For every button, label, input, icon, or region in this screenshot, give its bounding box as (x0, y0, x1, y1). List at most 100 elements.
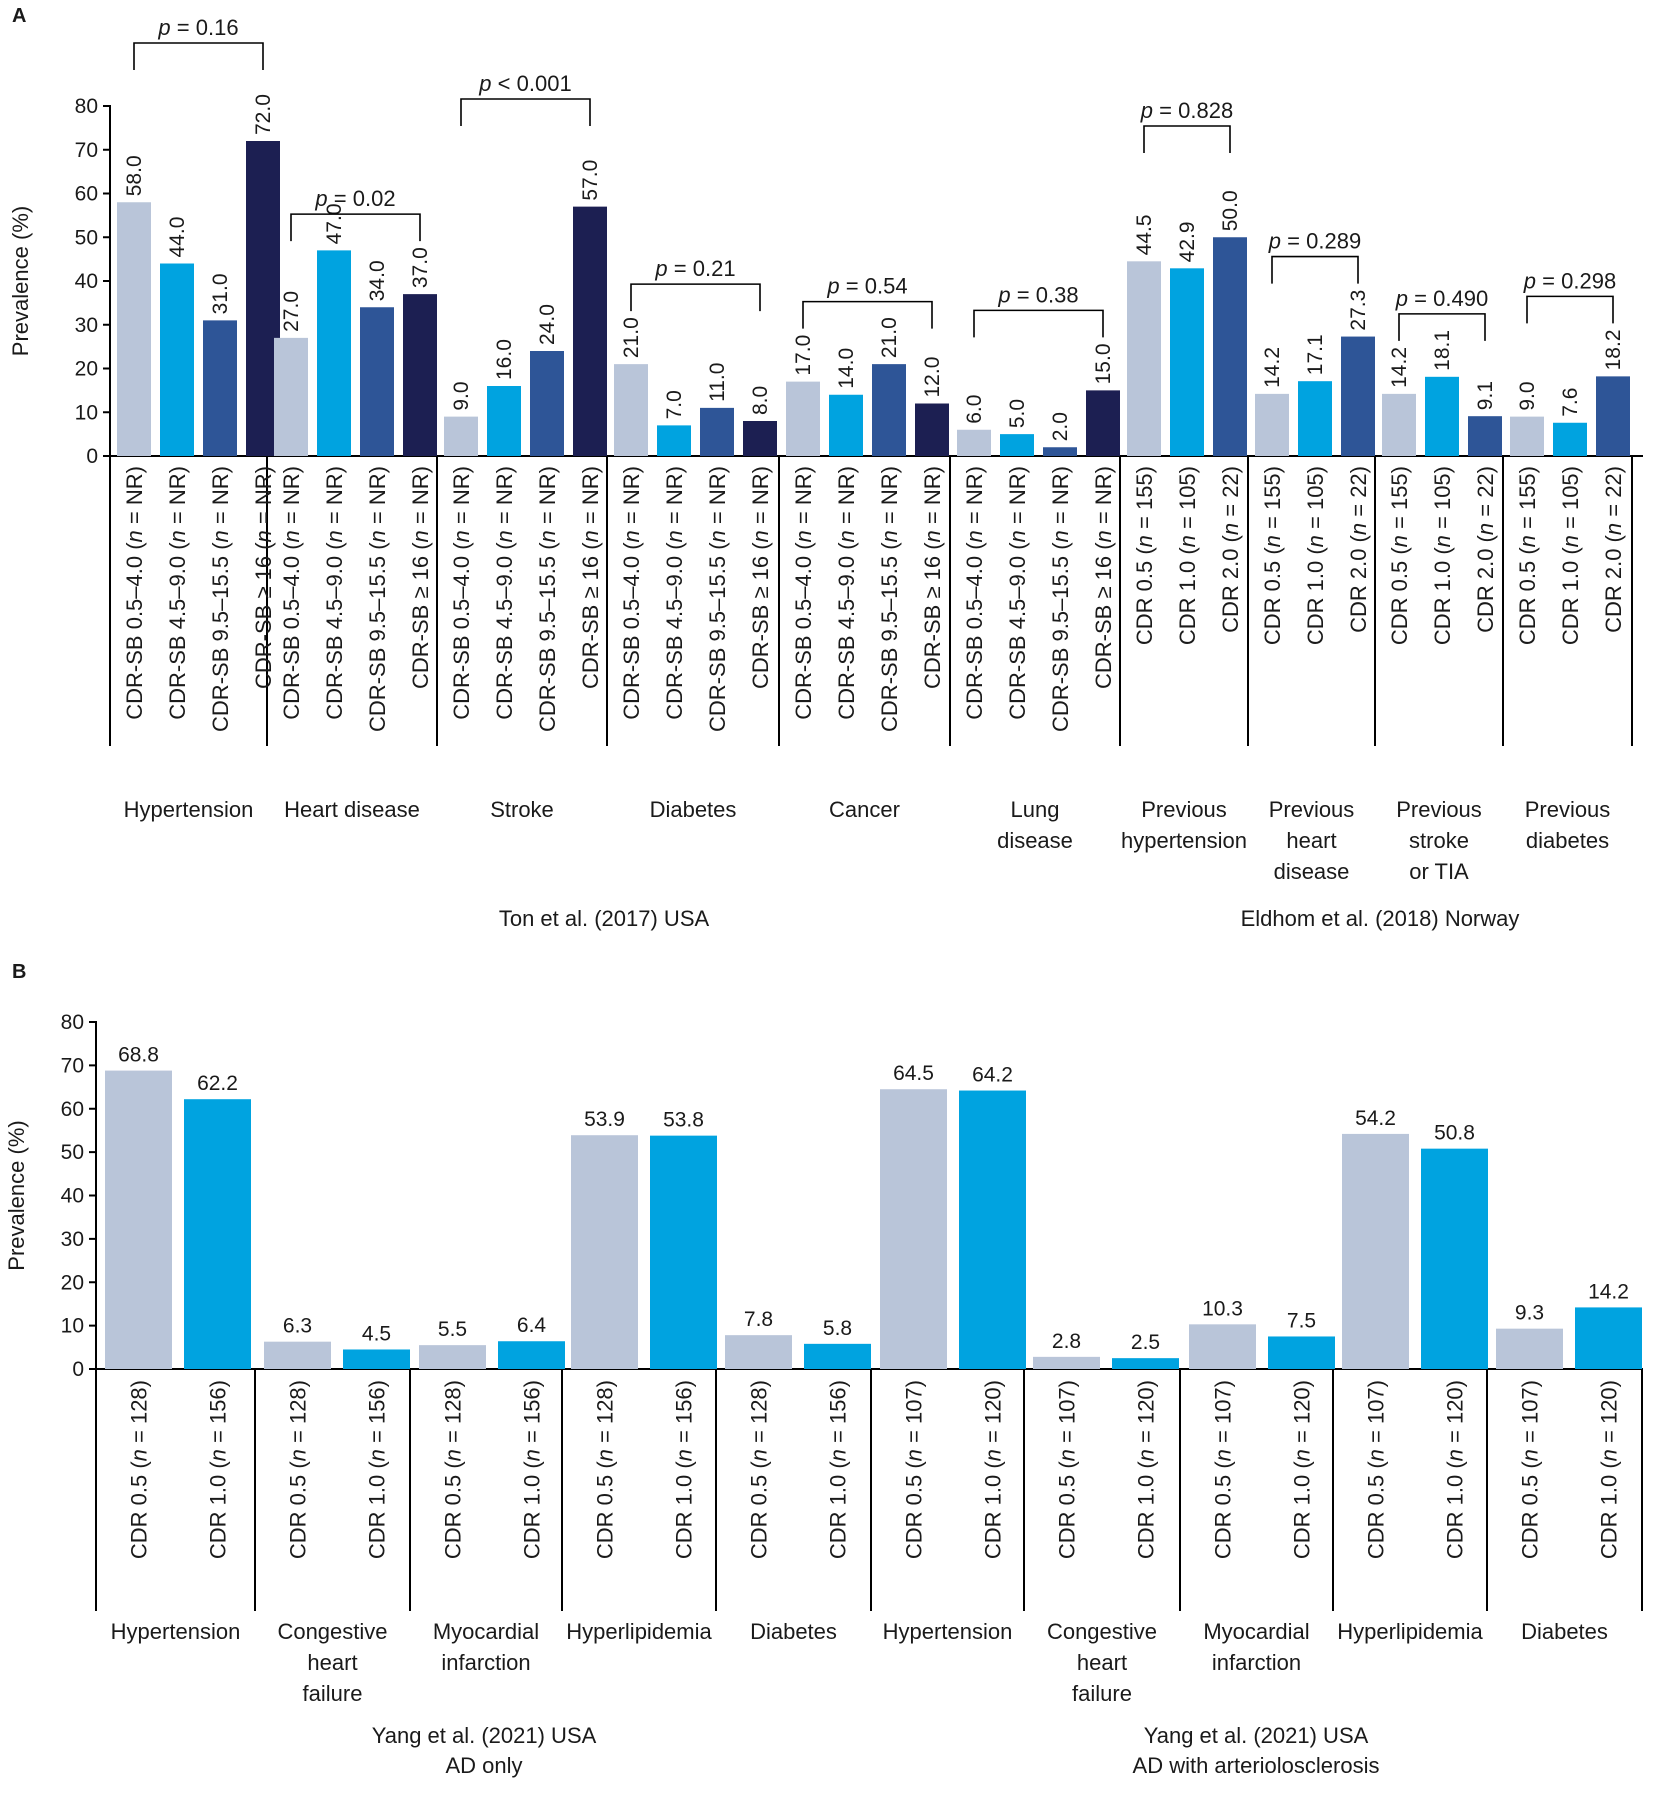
p-value: = 0.54 (840, 274, 908, 299)
bar-label-text: CDR-SB 9.5–15.5 ( (877, 542, 902, 732)
bar-value-label: 53.8 (663, 1109, 704, 1132)
bar-label-n-value: = 105) (1175, 466, 1200, 535)
p-symbol: p (314, 186, 327, 211)
p-symbol: p (1268, 229, 1281, 254)
bar-label-n-value: = NR) (535, 466, 560, 530)
bar-category-label: CDR-SB ≥ 16 (n = NR) (748, 466, 773, 689)
bar (650, 1135, 717, 1369)
bar (117, 202, 151, 456)
bar-category-label: CDR-SB 4.5–9.0 (n = NR) (492, 466, 517, 720)
bar-value-label: 9.1 (1474, 381, 1497, 410)
panel-label-a: A (12, 5, 26, 27)
bar-category-label: CDR 1.0 (n = 105) (1430, 466, 1455, 645)
bar-category-label: CDR 2.0 (n = 22) (1601, 466, 1626, 633)
bar-label-n-symbol: n (1048, 530, 1073, 542)
bar-category-label: CDR 1.0 (n = 156) (365, 1380, 390, 1559)
p-value-label: p = 0.02 (314, 186, 395, 211)
bar-label-n-value: = 156) (520, 1380, 545, 1449)
bar-label-n-value: = 155) (1260, 466, 1285, 535)
bar (880, 1089, 947, 1369)
bar-label-n-symbol: n (902, 1449, 927, 1461)
bar-label-n-value: = 128) (747, 1380, 772, 1449)
bar-label-n-symbol: n (1005, 530, 1030, 542)
bar-label-text: CDR-SB ≥ 16 ( (408, 542, 433, 689)
group-name: failure (303, 1681, 363, 1706)
bar (403, 294, 437, 456)
bar-label-text: CDR-SB 9.5–15.5 ( (1048, 542, 1073, 732)
y-tick-label: 70 (61, 1054, 84, 1077)
bar-label-n-symbol: n (322, 530, 347, 542)
bar (184, 1099, 251, 1369)
bar-label-n-value: = 128) (127, 1380, 152, 1449)
bar-label-text: CDR 2.0 ( (1601, 534, 1626, 632)
y-tick-label: 10 (61, 1315, 84, 1338)
p-value: = 0.38 (1011, 282, 1079, 307)
bar-value-label: 7.0 (663, 390, 686, 419)
y-axis-title: Prevalence (%) (4, 1120, 29, 1270)
bar-label-n-value: = NR) (920, 466, 945, 530)
bar (1189, 1324, 1256, 1369)
bar-label-text: CDR 2.0 ( (1346, 534, 1371, 632)
bar (264, 1341, 331, 1369)
bar-category-label: CDR 1.0 (n = 105) (1303, 466, 1328, 645)
bar-category-label: CDR-SB ≥ 16 (n = NR) (1091, 466, 1116, 689)
bar-value-label: 5.0 (1006, 399, 1029, 428)
bar-label-n-symbol: n (1518, 1449, 1543, 1461)
significance-bracket (460, 98, 591, 126)
significance-bracket (133, 42, 264, 70)
group-name: failure (1072, 1681, 1132, 1706)
bar-label-n-symbol: n (1260, 535, 1285, 547)
bar-value-label: 5.5 (438, 1318, 467, 1341)
bar-category-label: CDR-SB ≥ 16 (n = NR) (251, 466, 276, 689)
bar-value-label: 31.0 (209, 274, 232, 315)
bar-category-label: CDR 1.0 (n = 156) (826, 1380, 851, 1559)
bar-value-label: 18.2 (1602, 330, 1625, 371)
bar-label-n-symbol: n (1443, 1449, 1468, 1461)
bar-label-text: CDR-SB 4.5–9.0 ( (662, 542, 687, 720)
group-name: Diabetes (1521, 1619, 1608, 1644)
bar-label-n-value: = 128) (441, 1380, 466, 1449)
group-name: Diabetes (750, 1619, 837, 1644)
bar-label-n-value: = NR) (1091, 466, 1116, 530)
bar-category-label: CDR-SB 9.5–15.5 (n = NR) (208, 466, 233, 732)
bar-category-label: CDR 1.0 (n = 156) (520, 1380, 545, 1559)
study-caption: Yang et al. (2021) USA (372, 1723, 597, 1748)
bar-category-label: CDR-SB ≥ 16 (n = NR) (920, 466, 945, 689)
bar-category-label: CDR-SB 4.5–9.0 (n = NR) (165, 466, 190, 720)
bar-value-label: 44.0 (166, 217, 189, 258)
bar-label-text: CDR-SB ≥ 16 ( (578, 542, 603, 689)
bar-label-n-symbol: n (593, 1449, 618, 1461)
bar-label-text: CDR-SB 4.5–9.0 ( (322, 542, 347, 720)
significance-bracket (802, 300, 933, 329)
bar-category-label: CDR-SB 9.5–15.5 (n = NR) (1048, 466, 1073, 732)
bar-value-label: 17.1 (1304, 334, 1327, 375)
bar-category-label: CDR-SB 9.5–15.5 (n = NR) (877, 466, 902, 732)
significance-bracket (630, 283, 761, 312)
bar-label-n-symbol: n (127, 1449, 152, 1461)
bar-label-n-symbol: n (834, 530, 859, 542)
bar-category-label: CDR 0.5 (n = 107) (1364, 1380, 1389, 1559)
significance-bracket (1398, 313, 1486, 341)
bar (1298, 381, 1332, 456)
p-symbol: p (1395, 286, 1408, 311)
p-value-label: p < 0.001 (478, 71, 571, 96)
bar-label-text: CDR-SB ≥ 16 ( (920, 542, 945, 689)
bar-label-text: CDR 2.0 ( (1218, 534, 1243, 632)
bar-label-n-symbol: n (1601, 523, 1626, 535)
bar-category-label: CDR-SB 9.5–15.5 (n = NR) (365, 466, 390, 732)
y-tick-label: 10 (75, 401, 98, 424)
y-tick-label: 60 (75, 183, 98, 206)
bar-category-label: CDR-SB 0.5–4.0 (n = NR) (791, 466, 816, 720)
bar-label-n-symbol: n (206, 1449, 231, 1461)
bar-label-text: CDR-SB ≥ 16 ( (1091, 542, 1116, 689)
bar-value-label: 27.0 (280, 291, 303, 332)
p-value-label: p = 0.828 (1140, 98, 1233, 123)
significance-bracket (973, 309, 1104, 338)
